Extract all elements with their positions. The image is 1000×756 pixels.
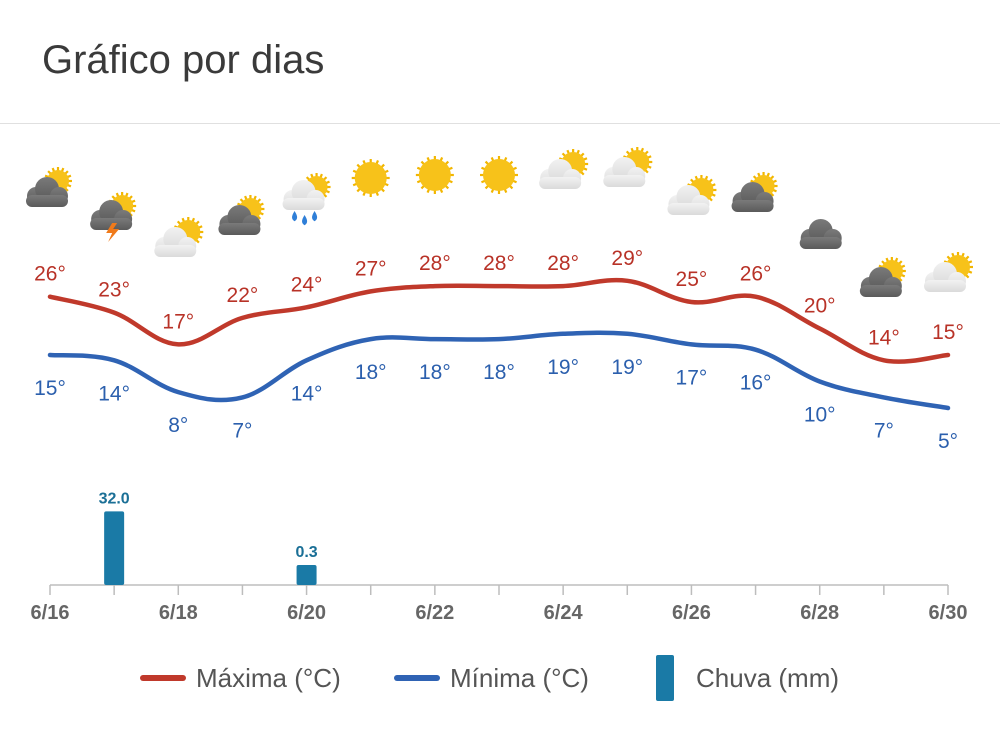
- sun-icon: [415, 156, 454, 194]
- partly-cloudy-icon: [154, 217, 204, 257]
- max-temp-label: 17°: [162, 310, 194, 333]
- max-temp-label: 15°: [932, 321, 964, 344]
- max-temp-label: 14°: [868, 326, 900, 349]
- x-tick-label: 6/24: [544, 602, 584, 624]
- rain-value-label: 32.0: [99, 490, 130, 507]
- min-temp-label: 18°: [355, 361, 387, 384]
- min-temp-label: 16°: [740, 372, 772, 395]
- cloud-icon: [799, 219, 842, 249]
- min-temp-label: 14°: [291, 382, 323, 405]
- max-temp-label: 25°: [676, 268, 708, 291]
- sun-icon: [480, 156, 518, 194]
- partly-cloudy-icon: [539, 149, 589, 189]
- min-temp-label: 10°: [804, 404, 836, 427]
- min-temp-label: 18°: [419, 361, 451, 384]
- min-temp-label: 17°: [676, 366, 708, 389]
- x-tick-label: 6/20: [287, 602, 326, 624]
- max-temp-label: 24°: [291, 273, 323, 296]
- legend-swatch-min: [394, 675, 440, 681]
- legend-item-min[interactable]: Mínima (°C): [394, 655, 589, 701]
- chart-legend: Máxima (°C) Mínima (°C) Chuva (mm): [0, 655, 1000, 705]
- legend-swatch-rain: [656, 655, 674, 701]
- sun-icon: [351, 159, 390, 197]
- legend-item-max[interactable]: Máxima (°C): [140, 655, 341, 701]
- partly-cloudy-dark-icon: [218, 195, 265, 235]
- x-tick-label: 6/26: [672, 602, 711, 624]
- max-temp-label: 28°: [547, 252, 579, 275]
- max-temp-label: 29°: [611, 247, 643, 270]
- min-temp-label: 18°: [483, 361, 515, 384]
- max-temp-label: 28°: [419, 252, 451, 275]
- rain-bar: [104, 511, 125, 585]
- min-temp-label: 8°: [168, 414, 188, 437]
- x-tick-label: 6/16: [31, 602, 70, 624]
- thunderstorm-icon: [90, 192, 137, 242]
- min-temp-label: 5°: [938, 430, 958, 453]
- x-tick-label: 6/30: [929, 602, 968, 624]
- x-tick-label: 6/18: [159, 602, 198, 624]
- max-temp-label: 26°: [740, 263, 772, 286]
- partly-cloudy-dark-icon: [731, 172, 778, 212]
- header-divider: [0, 123, 1000, 124]
- legend-swatch-max: [140, 675, 186, 681]
- max-temp-label: 26°: [34, 263, 66, 286]
- legend-label-max: Máxima (°C): [196, 662, 341, 693]
- legend-label-rain: Chuva (mm): [696, 662, 840, 693]
- legend-item-rain[interactable]: Chuva (mm): [656, 655, 839, 701]
- partly-cloudy-icon: [667, 175, 717, 215]
- min-temp-label: 7°: [232, 419, 252, 442]
- partly-cloudy-icon: [603, 147, 653, 187]
- max-temp-label: 28°: [483, 252, 515, 275]
- max-temp-label: 20°: [804, 295, 836, 318]
- series-line-max: [47, 277, 951, 364]
- page-title: Gráfico por dias: [42, 38, 325, 82]
- partly-cloudy-icon: [924, 252, 973, 292]
- daily-forecast-chart: 26° 15° 23° 14° 17° 8° 22° 7° 24° 14° 27° 18° 28° 18°…: [26, 147, 973, 624]
- min-temp-label: 19°: [547, 356, 579, 379]
- partly-cloudy-dark-icon: [859, 257, 906, 297]
- max-temp-label: 27°: [355, 257, 387, 280]
- x-tick-label: 6/28: [800, 602, 839, 624]
- max-temp-label: 22°: [227, 284, 259, 307]
- min-temp-label: 14°: [98, 382, 130, 405]
- legend-label-min: Mínima (°C): [450, 662, 589, 693]
- min-temp-label: 15°: [34, 377, 66, 400]
- min-temp-label: 19°: [611, 356, 643, 379]
- rain-bar: [296, 565, 317, 585]
- max-temp-label: 23°: [98, 279, 130, 302]
- x-tick-label: 6/22: [415, 602, 454, 624]
- rain-value-label: 0.3: [295, 544, 317, 561]
- partly-cloudy-dark-icon: [26, 167, 72, 207]
- min-temp-label: 7°: [874, 419, 894, 442]
- rain-icon: [282, 173, 331, 226]
- series-line-min: [47, 330, 951, 411]
